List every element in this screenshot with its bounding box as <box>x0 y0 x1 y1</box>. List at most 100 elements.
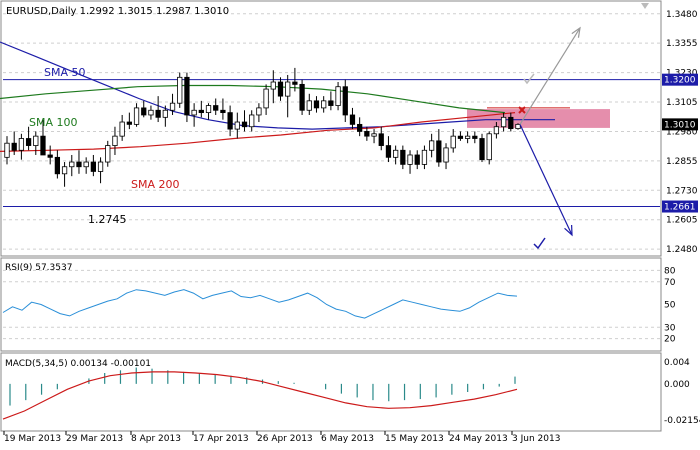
candle-body <box>472 135 478 139</box>
candle-body <box>69 161 75 168</box>
candle-body <box>263 88 269 109</box>
projection-arrowhead <box>571 26 581 38</box>
candle-body <box>450 135 456 149</box>
time-axis: 19 Mar 2013 29 Mar 2013 8 Apr 2013 17 Apr 2… <box>3 431 560 444</box>
candle-body <box>205 105 212 114</box>
candle-body <box>83 161 89 168</box>
time-tick-label: 26 Apr 2013 <box>257 434 313 444</box>
price-label-text: 1.3200 <box>664 76 696 86</box>
candle-body <box>508 116 514 130</box>
rsi-tick-label: 50 <box>664 301 676 311</box>
candle-body <box>292 81 298 85</box>
candle-body <box>213 105 219 111</box>
rsi-tick-label: 80 <box>664 266 676 276</box>
candle-body <box>407 154 413 165</box>
candle-body <box>155 109 161 118</box>
macd-tick-label: 0.004 <box>664 358 690 368</box>
rsi-tick-label: 70 <box>664 278 676 288</box>
candle-body <box>378 133 384 146</box>
moving-averages-layer <box>0 41 570 152</box>
resistance-zone <box>467 109 610 128</box>
candle-body <box>61 166 68 175</box>
candle-body <box>162 109 168 118</box>
candle-body <box>500 116 507 128</box>
candle-body <box>342 86 348 116</box>
candle-body <box>169 102 176 111</box>
sma-line <box>0 84 506 114</box>
projection-line <box>519 27 581 125</box>
candle-body <box>393 149 399 158</box>
candle-body <box>457 135 464 139</box>
checkmark-icon <box>523 73 535 85</box>
candle-body <box>306 100 312 111</box>
candle-body <box>364 131 370 137</box>
candle-body <box>421 149 428 165</box>
candle-body <box>241 121 248 128</box>
rsi-levels <box>3 269 660 340</box>
candle-body <box>429 140 435 151</box>
candle-body <box>97 161 104 172</box>
candle-body <box>112 135 118 146</box>
candle-body <box>90 161 96 172</box>
sma100-label: SMA 100 <box>29 116 78 129</box>
rsi-tick-label: 20 <box>664 335 676 345</box>
candle-body <box>184 76 190 116</box>
candle-body <box>4 142 10 158</box>
sma-line <box>0 112 516 152</box>
candle-body <box>486 133 492 161</box>
price-axis: 1.3480 1.3355 1.3230 1.3105 1.2980 1.2855 1.27… <box>662 10 698 255</box>
candle-body <box>328 100 334 106</box>
candle-body <box>18 138 25 151</box>
candle-body <box>436 140 442 163</box>
price-label-text: 1.3010 <box>664 120 696 130</box>
projections-layer <box>519 26 581 237</box>
price-tick-label: 1.3355 <box>666 39 698 49</box>
time-tick-label: 29 Mar 2013 <box>66 434 123 444</box>
low-price-label: 1.2745 <box>88 213 127 226</box>
price-label-box <box>662 200 698 213</box>
candle-body <box>414 154 420 165</box>
rsi-line <box>2 289 518 319</box>
candle-body <box>357 123 363 132</box>
candle-body <box>119 121 125 137</box>
sma-line <box>0 41 555 130</box>
candle-body <box>198 109 204 114</box>
time-tick-label: 19 Mar 2013 <box>4 434 61 444</box>
time-tick-label: 3 Jun 2013 <box>512 434 560 444</box>
time-tick-label: 15 May 2013 <box>385 434 444 444</box>
price-label-box <box>662 118 698 131</box>
checkmark-icon <box>533 237 546 250</box>
candle-body <box>256 107 262 116</box>
candle-body <box>493 126 500 135</box>
candle-body <box>126 121 132 125</box>
price-label-text: 1.2661 <box>664 203 696 213</box>
sma200-label: SMA 200 <box>131 178 180 191</box>
price-tick-label: 1.3480 <box>666 10 698 20</box>
price-tick-label: 1.2855 <box>666 157 698 167</box>
rsi-pane <box>0 257 662 352</box>
candle-body <box>105 145 111 163</box>
candle-body <box>515 123 521 130</box>
macd-title: MACD(5,34,5) 0.00134 -0.00101 <box>5 359 151 369</box>
macd-axis: 0.004 0.000 -0.02154 <box>664 358 700 426</box>
candle-body <box>464 135 471 139</box>
price-tick-label: 1.3230 <box>666 69 698 79</box>
candle-body <box>25 138 32 146</box>
symbol-header: EURUSD,Daily 1.2992 1.3015 1.2987 1.3010 <box>6 6 229 17</box>
sma50-label: SMA 50 <box>44 66 86 79</box>
candle-body <box>277 81 284 97</box>
candle-body <box>191 109 197 116</box>
candle-body <box>148 109 154 116</box>
candle-body <box>443 147 449 163</box>
scroll-end-arrow-icon[interactable] <box>641 3 649 9</box>
candle-body <box>479 138 485 161</box>
price-tick-label: 1.3105 <box>666 98 698 108</box>
candle-body <box>177 76 183 104</box>
candle-body <box>335 86 341 106</box>
candle-body <box>371 133 377 137</box>
candle-body <box>270 81 276 90</box>
price-tick-label: 1.2480 <box>666 245 698 255</box>
time-tick-label: 6 May 2013 <box>321 434 374 444</box>
price-tick-label: 1.2980 <box>666 127 698 137</box>
